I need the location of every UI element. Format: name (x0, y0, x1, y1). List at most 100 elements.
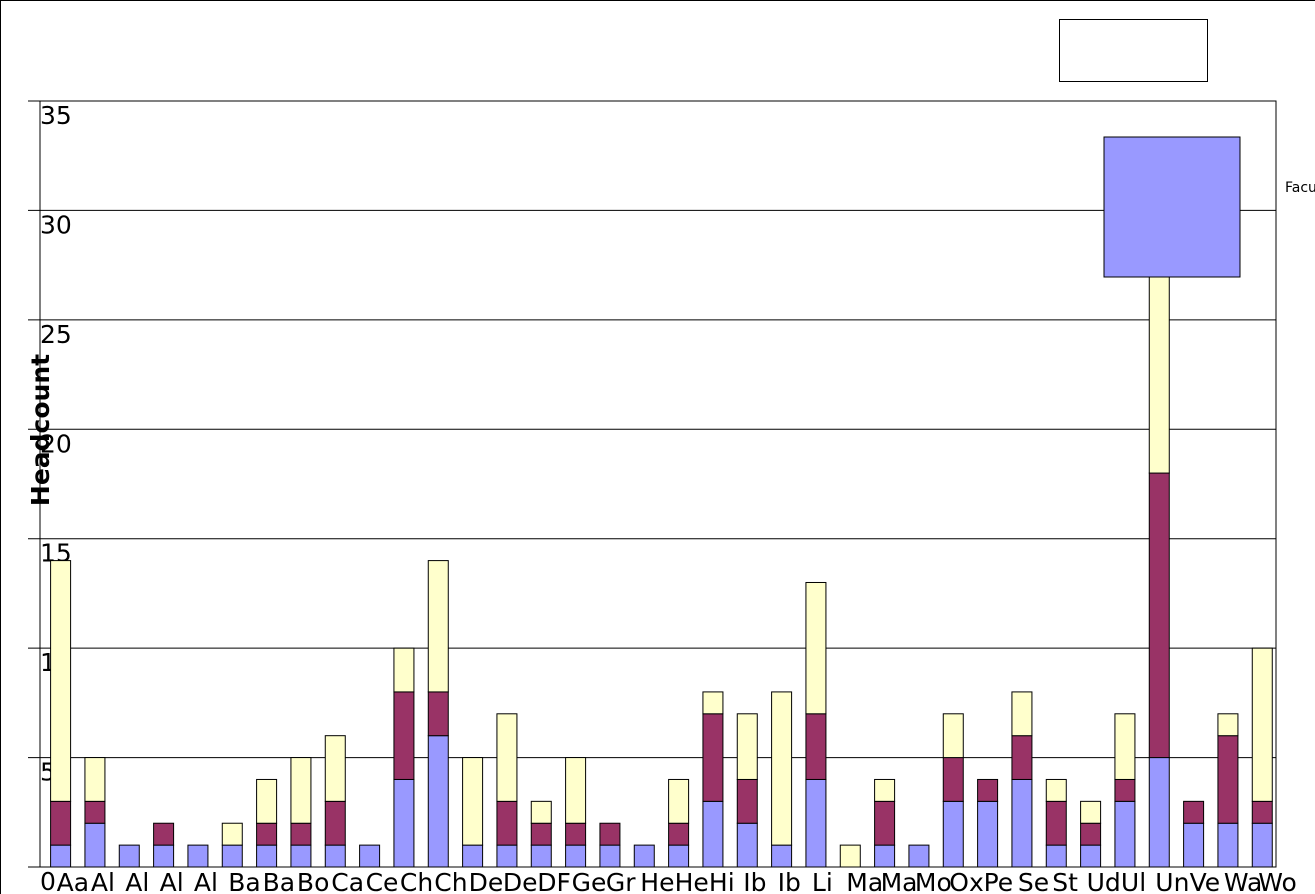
x-tick-label: Ch (400, 868, 433, 894)
bar-segment (565, 822, 587, 846)
legend-box (1059, 19, 1208, 82)
bar-segment (702, 691, 724, 715)
bar-segment (496, 800, 518, 846)
bar-segment (736, 822, 758, 868)
bar-segment (1045, 778, 1067, 802)
bar-segment (702, 713, 724, 802)
bar-segment (393, 778, 415, 868)
bar-segment (1080, 800, 1102, 824)
x-tick-label: Aa (57, 868, 89, 894)
bar-segment (393, 647, 415, 693)
bar-segment (153, 844, 175, 868)
bar-segment (942, 713, 964, 759)
bar-segment (565, 844, 587, 868)
bar-segment (908, 844, 930, 868)
x-tick-label: He (640, 868, 674, 894)
x-tick-label: Ch (434, 868, 467, 894)
x-tick-label: Pe (984, 868, 1014, 894)
legend-label: Faculty (1285, 180, 1315, 196)
x-tick-label: Se (1018, 868, 1049, 894)
x-tick-label: Ox (949, 868, 983, 894)
x-tick-label: Al (160, 868, 184, 894)
x-tick-label: Bo (297, 868, 329, 894)
bar-segment (427, 560, 449, 693)
x-tick-label: Ul (1121, 868, 1146, 894)
bar-segment (187, 844, 209, 868)
x-tick-label: DF (537, 868, 571, 894)
x-tick-label: Hi (709, 868, 735, 894)
bar-segment (50, 800, 72, 846)
y-tick-label: 0 (40, 867, 56, 894)
x-tick-label: Ba (263, 868, 295, 894)
bar-segment (1011, 691, 1033, 737)
y-tick-label: 20 (40, 429, 72, 458)
bar-segment (668, 778, 690, 824)
bar-segment (668, 844, 690, 868)
x-tick-label: Al (91, 868, 115, 894)
bar-segment (874, 844, 896, 868)
bar-segment (256, 844, 278, 868)
x-tick-label: St (1052, 868, 1078, 894)
bar-segment (1045, 844, 1067, 868)
bar-segment (118, 844, 140, 868)
x-tick-label: Un (1155, 868, 1189, 894)
x-tick-label: He (675, 868, 709, 894)
legend-swatch (1103, 136, 1241, 278)
bar-segment (496, 713, 518, 802)
x-tick-label: Ud (1087, 868, 1121, 894)
x-tick-label: Gr (606, 868, 636, 894)
bar-segment (393, 691, 415, 780)
x-tick-label: Ca (331, 868, 364, 894)
bar-segment (1217, 713, 1239, 737)
x-tick-label: Al (194, 868, 218, 894)
bar-segment (290, 757, 312, 824)
bar-segment (599, 822, 621, 846)
bar-segment (530, 844, 552, 868)
bar-segment (1045, 800, 1067, 846)
bar-segment (702, 800, 724, 868)
bar-segment (805, 778, 827, 868)
y-tick-label: 35 (40, 101, 72, 130)
bar-segment (805, 581, 827, 715)
bar-segment (1011, 735, 1033, 780)
bar-segment (427, 735, 449, 868)
bar-segment (359, 844, 381, 868)
bar-segment (1217, 822, 1239, 868)
x-tick-label: Li (812, 868, 833, 894)
bar-segment (977, 800, 999, 868)
bar-segment (1080, 844, 1102, 868)
bar-segment (1251, 822, 1273, 868)
bar-segment (1251, 800, 1273, 824)
bar-segment (530, 800, 552, 824)
bar-segment (324, 800, 346, 846)
x-tick-label: De (469, 868, 504, 894)
bar-segment (1114, 713, 1136, 780)
bar-segment (942, 757, 964, 802)
bar-segment (324, 735, 346, 802)
y-tick-label: 30 (40, 210, 72, 239)
bar-segment (1148, 757, 1170, 868)
x-tick-label: Mo (915, 868, 952, 894)
bar-segment (496, 844, 518, 868)
x-tick-label: Ma (881, 868, 918, 894)
x-tick-label: Ge (572, 868, 607, 894)
bar-segment (153, 822, 175, 846)
bar-segment (221, 844, 243, 868)
x-tick-label: Ve (1190, 868, 1221, 894)
bar-segment (221, 822, 243, 846)
bar-segment (1114, 778, 1136, 802)
bar-segment (84, 822, 106, 868)
bar-segment (1011, 778, 1033, 868)
bar-segment (84, 757, 106, 802)
bar-segment (805, 713, 827, 780)
bar-segment (977, 778, 999, 802)
bar-segment (1148, 472, 1170, 759)
bar-segment (839, 844, 861, 868)
x-tick-label: Wa (1224, 868, 1262, 894)
bar-segment (1217, 735, 1239, 824)
bar-segment (50, 560, 72, 802)
x-tick-label: Ce (366, 868, 399, 894)
x-tick-label: Wo (1258, 868, 1297, 894)
bar-segment (736, 713, 758, 780)
